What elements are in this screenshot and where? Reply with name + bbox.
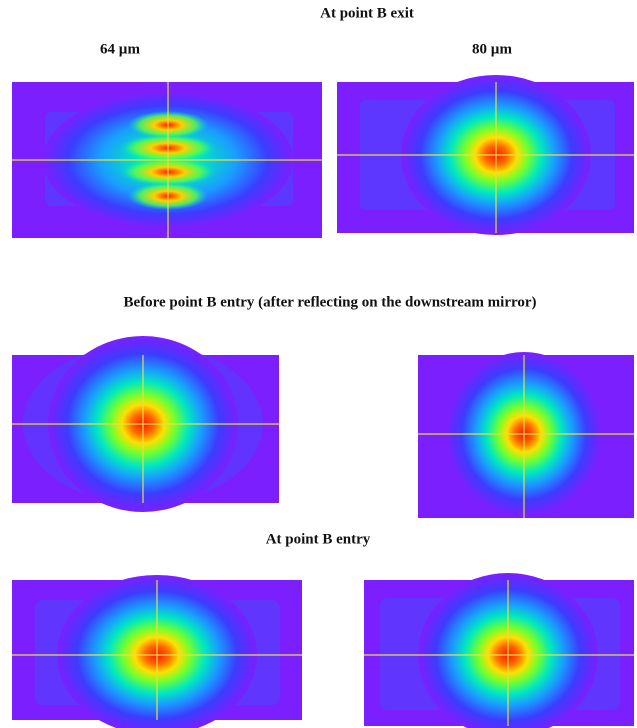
figure: At point B exit 64 µm 80 µm Before point… (0, 0, 637, 728)
beam-profile (12, 336, 279, 512)
beam-profile (12, 575, 302, 728)
beam-profile (337, 75, 634, 235)
beam-profile (12, 82, 322, 238)
beam-profile (418, 352, 634, 518)
page: At point B exit 64 µm 80 µm Before point… (0, 0, 637, 728)
section-title: Before point B entry (after reflecting o… (123, 294, 536, 310)
column-label: 80 µm (472, 41, 512, 57)
section-title: At point B exit (320, 5, 414, 21)
section-title: At point B entry (266, 531, 371, 547)
beam-profile (364, 573, 634, 728)
column-label: 64 µm (100, 41, 140, 57)
